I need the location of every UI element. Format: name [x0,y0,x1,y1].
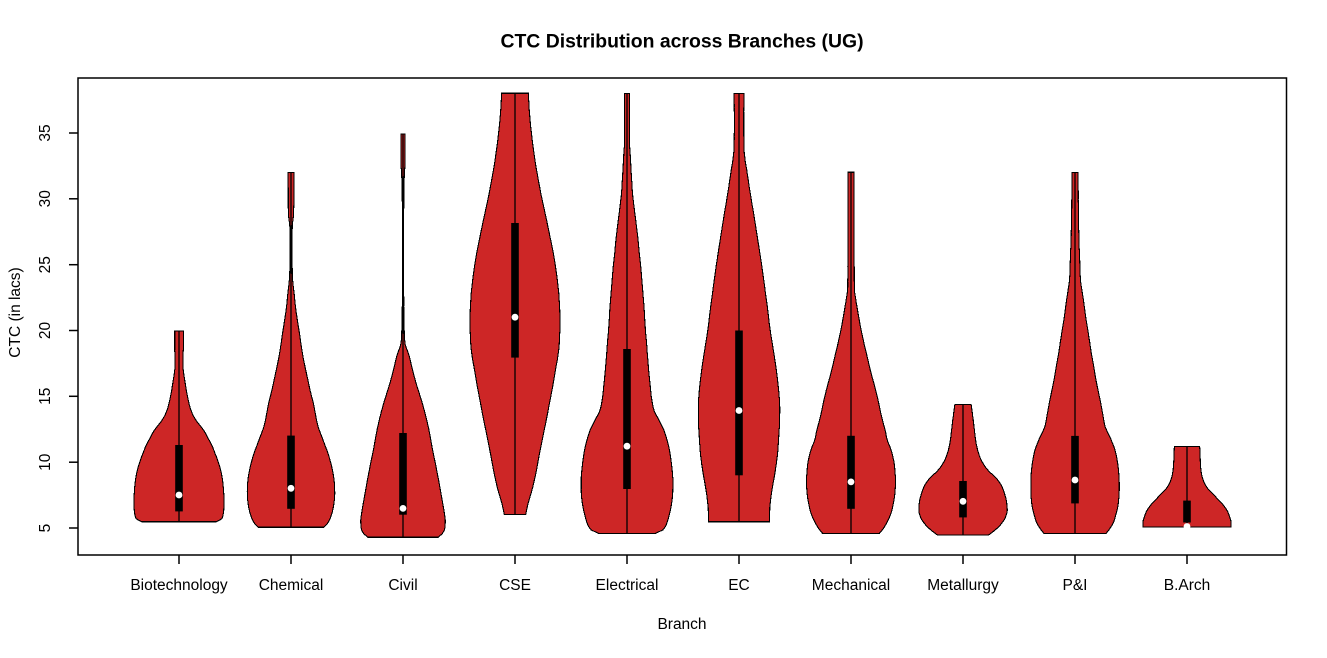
svg-text:15: 15 [37,388,54,405]
svg-text:35: 35 [37,124,54,141]
svg-text:Branch: Branch [657,616,706,633]
svg-text:Metallurgy: Metallurgy [927,577,999,594]
svg-text:CTC (in lacs): CTC (in lacs) [7,267,24,357]
svg-text:Mechanical: Mechanical [812,577,890,594]
svg-text:5: 5 [37,524,54,533]
svg-text:CSE: CSE [499,577,531,594]
svg-text:Civil: Civil [388,577,417,594]
svg-text:Electrical: Electrical [596,577,659,594]
svg-text:Biotechnology: Biotechnology [130,577,228,594]
svg-text:EC: EC [728,577,750,594]
svg-text:25: 25 [37,256,54,273]
svg-text:CTC Distribution across Branch: CTC Distribution across Branches (UG) [500,30,863,52]
svg-text:P&I: P&I [1063,577,1088,594]
svg-text:B.Arch: B.Arch [1164,577,1211,594]
svg-text:30: 30 [37,190,54,208]
svg-text:Chemical: Chemical [259,577,324,594]
svg-text:10: 10 [37,453,54,471]
svg-text:20: 20 [37,322,54,340]
